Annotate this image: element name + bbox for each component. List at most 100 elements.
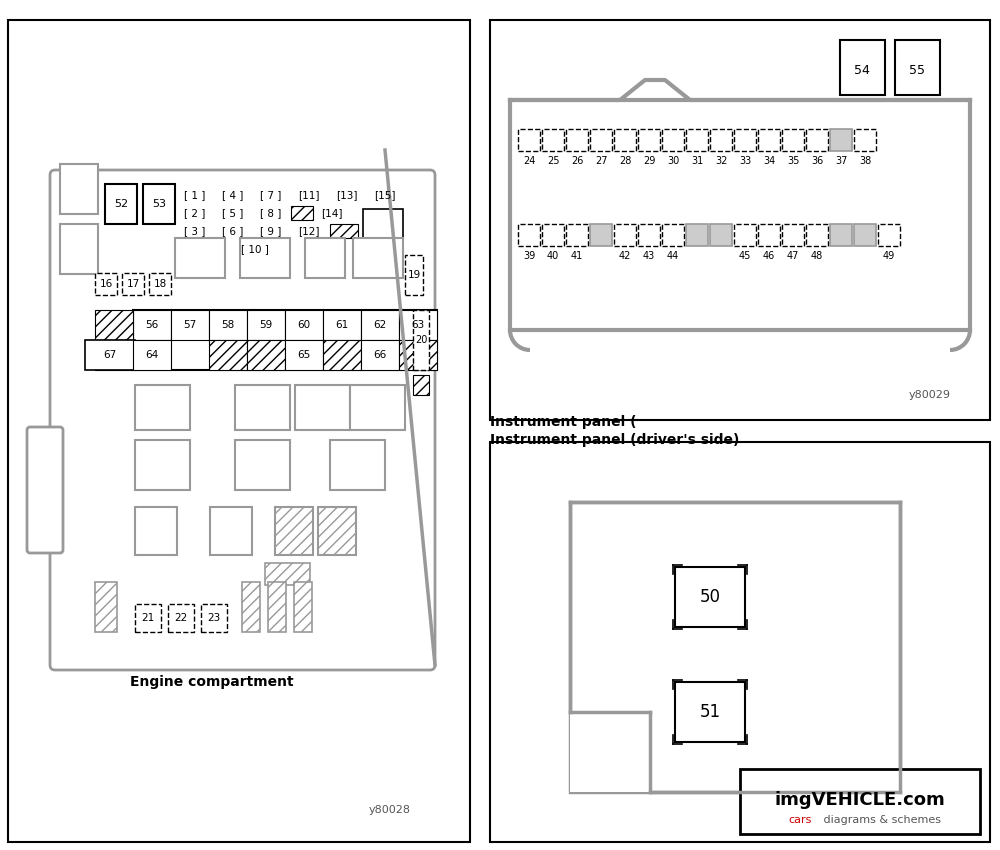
Bar xyxy=(806,129,828,151)
Bar xyxy=(806,224,828,246)
Text: 20: 20 xyxy=(415,335,427,345)
Text: 19: 19 xyxy=(407,270,421,280)
Text: 51: 51 xyxy=(699,703,721,721)
Bar xyxy=(295,385,350,430)
Bar xyxy=(143,184,175,224)
Bar xyxy=(840,40,885,95)
Text: Engine compartment: Engine compartment xyxy=(130,675,294,689)
Bar xyxy=(413,375,429,395)
Bar xyxy=(570,502,900,792)
Bar xyxy=(210,507,252,555)
Text: 58: 58 xyxy=(221,320,235,330)
Text: 38: 38 xyxy=(859,156,871,166)
Bar xyxy=(782,129,804,151)
Text: [ 3 ]: [ 3 ] xyxy=(184,226,206,236)
Bar xyxy=(405,255,423,295)
Text: Instrument panel (driver's side): Instrument panel (driver's side) xyxy=(490,433,739,447)
Text: 43: 43 xyxy=(643,251,655,261)
Bar xyxy=(686,224,708,246)
Bar xyxy=(240,238,290,278)
Bar xyxy=(242,582,260,632)
Bar xyxy=(235,440,290,490)
Text: [15]: [15] xyxy=(374,190,396,200)
Text: 62: 62 xyxy=(373,320,387,330)
Bar xyxy=(95,582,117,632)
Bar xyxy=(294,582,312,632)
Text: [ 5 ]: [ 5 ] xyxy=(222,208,244,218)
Text: 16: 16 xyxy=(99,279,113,289)
Text: 28: 28 xyxy=(619,156,631,166)
Bar xyxy=(570,712,650,792)
Text: 39: 39 xyxy=(523,251,535,261)
Bar xyxy=(171,310,209,340)
Text: 46: 46 xyxy=(763,251,775,261)
Text: [14]: [14] xyxy=(321,208,343,218)
Text: 25: 25 xyxy=(547,156,559,166)
Text: 21: 21 xyxy=(141,613,155,623)
Text: 36: 36 xyxy=(811,156,823,166)
Bar xyxy=(686,129,708,151)
Bar xyxy=(830,224,852,246)
Bar xyxy=(782,224,804,246)
Bar xyxy=(247,310,285,340)
Text: [ 2 ]: [ 2 ] xyxy=(184,208,206,218)
Bar xyxy=(135,385,190,430)
Bar xyxy=(60,224,98,274)
FancyBboxPatch shape xyxy=(27,427,63,553)
Bar xyxy=(758,129,780,151)
Bar xyxy=(614,224,636,246)
Bar xyxy=(149,273,171,295)
Text: 60: 60 xyxy=(297,320,311,330)
Bar xyxy=(566,224,588,246)
Text: 30: 30 xyxy=(667,156,679,166)
Text: 32: 32 xyxy=(715,156,727,166)
Text: 57: 57 xyxy=(183,320,197,330)
Text: 33: 33 xyxy=(739,156,751,166)
Text: 64: 64 xyxy=(145,350,159,360)
Text: 66: 66 xyxy=(373,350,387,360)
Bar xyxy=(135,604,161,632)
Text: 34: 34 xyxy=(763,156,775,166)
Bar xyxy=(399,310,437,340)
Bar xyxy=(323,340,361,370)
Bar xyxy=(542,224,564,246)
Text: [ 1 ]: [ 1 ] xyxy=(184,190,206,200)
Bar xyxy=(201,604,227,632)
Text: 24: 24 xyxy=(523,156,535,166)
Bar xyxy=(675,682,745,742)
Text: 50: 50 xyxy=(700,588,720,606)
Text: 54: 54 xyxy=(854,64,870,76)
Text: 35: 35 xyxy=(787,156,799,166)
FancyBboxPatch shape xyxy=(50,170,435,670)
Text: [11]: [11] xyxy=(298,190,320,200)
Text: 18: 18 xyxy=(153,279,167,289)
Text: 52: 52 xyxy=(114,199,128,209)
Bar xyxy=(291,206,313,220)
Text: 22: 22 xyxy=(174,613,188,623)
Bar xyxy=(135,440,190,490)
Bar xyxy=(95,273,117,295)
Bar xyxy=(268,582,286,632)
Text: 47: 47 xyxy=(787,251,799,261)
Bar xyxy=(662,224,684,246)
Bar xyxy=(285,310,323,340)
Text: 65: 65 xyxy=(297,350,311,360)
Text: 29: 29 xyxy=(643,156,655,166)
Text: 17: 17 xyxy=(126,279,140,289)
Bar xyxy=(758,224,780,246)
Bar xyxy=(330,440,385,490)
Bar xyxy=(638,224,660,246)
Bar xyxy=(638,129,660,151)
Bar xyxy=(85,340,135,370)
Bar xyxy=(275,507,313,555)
Bar xyxy=(854,224,876,246)
Bar xyxy=(675,567,745,627)
Text: [ 6 ]: [ 6 ] xyxy=(222,226,244,236)
Text: [13]: [13] xyxy=(336,190,358,200)
Text: y80029: y80029 xyxy=(909,390,951,400)
Text: 55: 55 xyxy=(909,64,925,76)
Text: 44: 44 xyxy=(667,251,679,261)
Bar xyxy=(105,184,137,224)
Text: 59: 59 xyxy=(259,320,273,330)
Text: Instrument panel (: Instrument panel ( xyxy=(490,415,637,429)
